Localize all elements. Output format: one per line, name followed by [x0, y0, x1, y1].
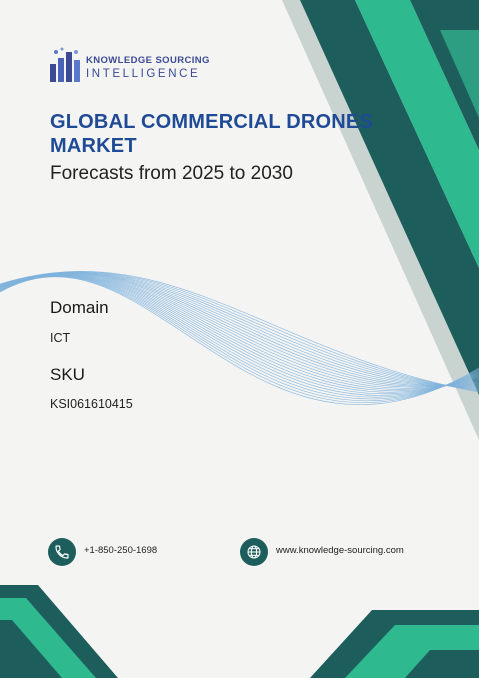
domain-value: ICT — [50, 331, 71, 345]
stripe-grey-right — [282, 0, 479, 440]
stripe-highlight-right — [440, 30, 479, 118]
website-link[interactable]: www.knowledge-sourcing.com — [240, 538, 440, 566]
sku-label: SKU — [50, 365, 85, 384]
stripe-teal-right — [300, 0, 479, 395]
stripe-dark-bottom-right — [405, 650, 479, 678]
report-title: GLOBAL COMMERCIAL DRONES MARKET — [50, 111, 373, 157]
globe-icon — [240, 538, 268, 566]
stripe-dark-bottom-left — [0, 620, 62, 678]
decorative-wave-lines — [0, 271, 479, 405]
sku-value: KSI061610415 — [50, 397, 133, 411]
logo-mark-icon — [50, 47, 80, 82]
wave-line — [0, 276, 479, 405]
stripe-green-right — [355, 0, 479, 268]
logo-text-line1: KNOWLEDGE SOURCING — [86, 55, 210, 66]
website-url: www.knowledge-sourcing.com — [276, 545, 404, 556]
report-subtitle: Forecasts from 2025 to 2030 — [50, 163, 293, 184]
wave-line — [0, 271, 479, 393]
phone-number: +1-850-250-1698 — [84, 545, 158, 556]
phone-contact[interactable]: +1-850-250-1698 — [48, 538, 198, 566]
domain-label: Domain — [50, 298, 109, 317]
company-logo: KNOWLEDGE SOURCING INTELLIGENCE — [48, 46, 218, 86]
logo-text-line2: INTELLIGENCE — [86, 68, 201, 80]
phone-icon — [48, 538, 76, 566]
